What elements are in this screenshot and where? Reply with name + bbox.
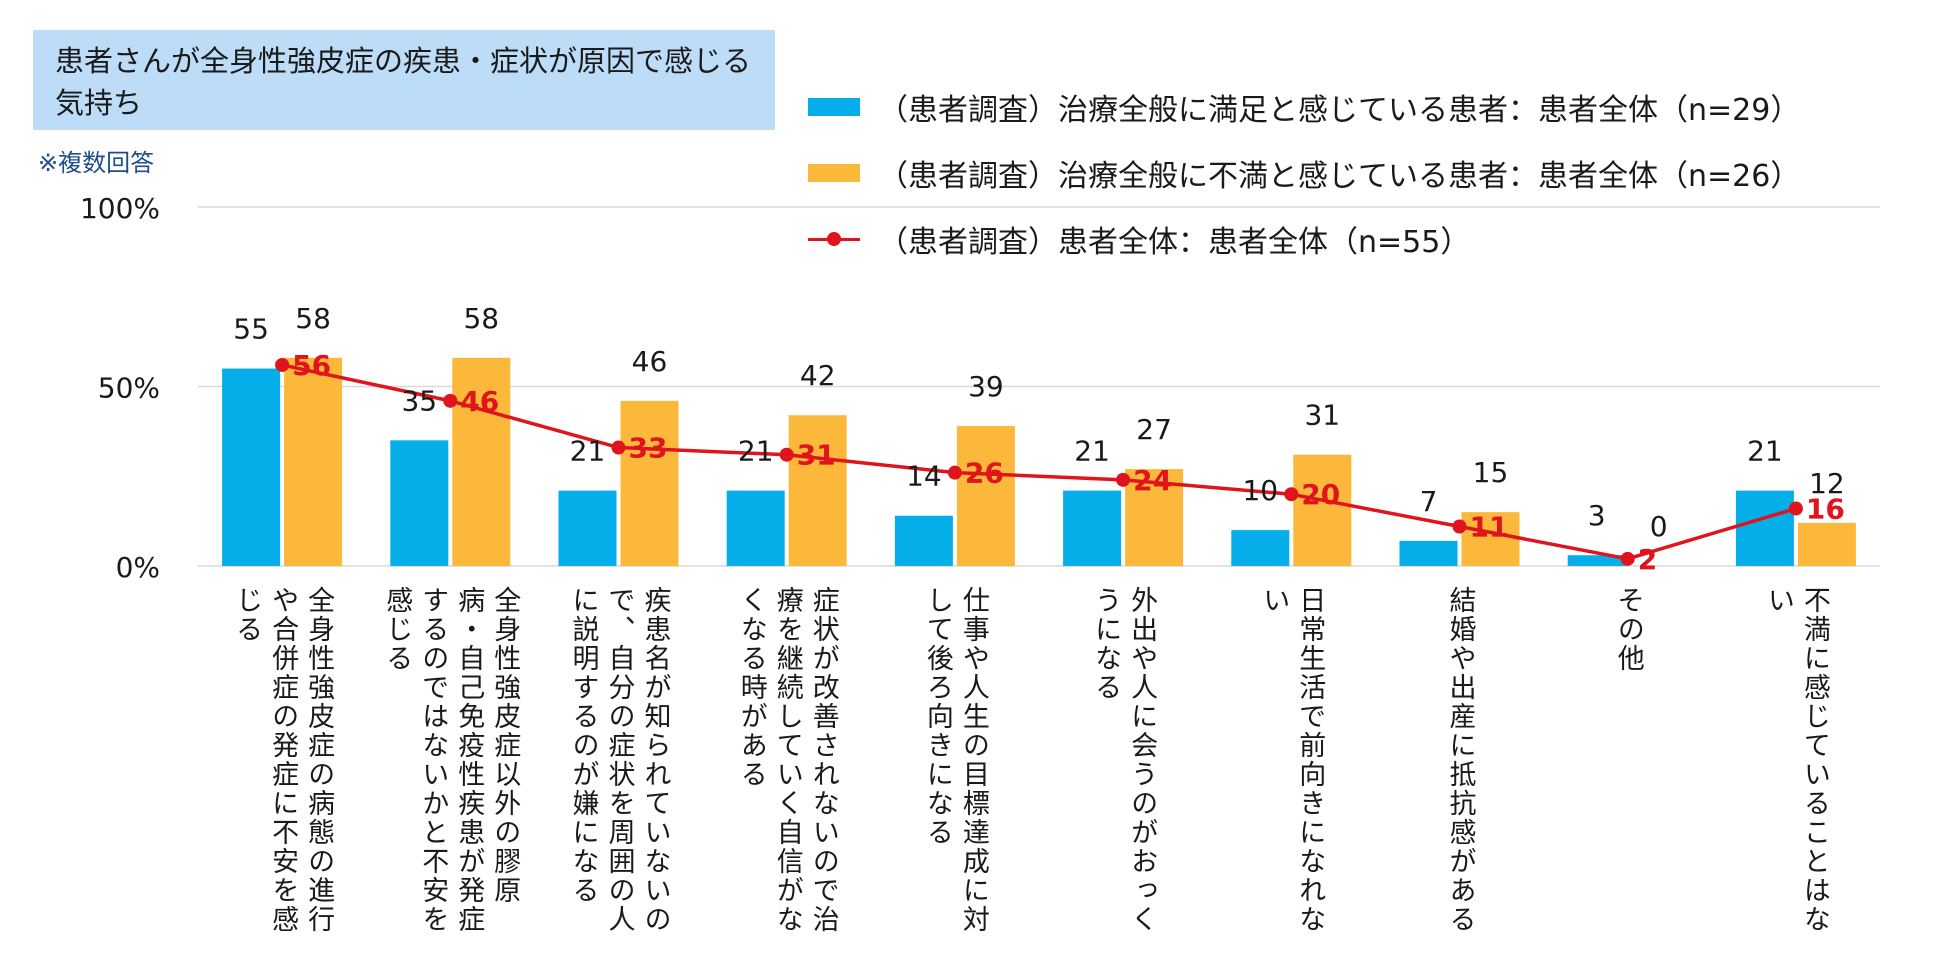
point-all-patients-5 bbox=[947, 465, 962, 480]
legend-swatch-dissatisfied bbox=[808, 164, 860, 182]
x-tick-label-5: 仕事や人生の目標達成に対して後ろ向きになる bbox=[921, 586, 989, 934]
x-tick-label-7: 日常生活で前向きになれない bbox=[1258, 586, 1326, 934]
data-label-dissatisfied-10: 12 bbox=[1809, 467, 1845, 500]
x-tick-label-4: 症状が改善されないので治療を継続していく自信がなくなる時がある bbox=[735, 586, 839, 934]
y-tick-label-50: 50% bbox=[98, 372, 160, 405]
data-label-all-patients-9: 2 bbox=[1638, 543, 1657, 576]
data-label-all-patients-2: 46 bbox=[460, 385, 499, 418]
data-label-satisfied-9: 3 bbox=[1588, 499, 1606, 532]
legend-swatch-satisfied bbox=[808, 98, 860, 116]
bar-dissatisfied-7 bbox=[1293, 454, 1352, 566]
point-all-patients-1 bbox=[275, 357, 290, 372]
x-tick-label-6: 外出や人に会うのがおっくうになる bbox=[1090, 586, 1158, 934]
multiple-answer-note: ※複数回答 bbox=[38, 149, 155, 177]
point-all-patients-7 bbox=[1284, 487, 1299, 502]
data-label-satisfied-10: 21 bbox=[1747, 435, 1783, 468]
point-all-patients-3 bbox=[611, 440, 626, 455]
data-label-dissatisfied-9: 0 bbox=[1650, 510, 1668, 543]
data-label-all-patients-3: 33 bbox=[629, 432, 668, 465]
legend-line-marker-icon bbox=[808, 230, 860, 248]
bar-dissatisfied-2 bbox=[452, 357, 511, 566]
legend-item-dissatisfied: （患者調査）治療全般に不満と感じている患者：患者全体（n=26） bbox=[808, 153, 1801, 194]
data-label-all-patients-4: 31 bbox=[797, 439, 836, 472]
x-tick-label-9: その他 bbox=[1612, 586, 1644, 673]
point-all-patients-10 bbox=[1788, 501, 1803, 516]
legend-label-dissatisfied: （患者調査）治療全般に不満と感じている患者：患者全体（n=26） bbox=[878, 159, 1801, 194]
data-label-satisfied-7: 10 bbox=[1242, 474, 1278, 507]
bar-satisfied-7 bbox=[1231, 530, 1290, 566]
data-label-all-patients-5: 26 bbox=[965, 457, 1004, 490]
bar-dissatisfied-3 bbox=[620, 400, 679, 566]
point-all-patients-2 bbox=[443, 393, 458, 408]
data-label-satisfied-6: 21 bbox=[1074, 435, 1110, 468]
bar-satisfied-4 bbox=[726, 490, 785, 566]
data-label-dissatisfied-2: 58 bbox=[463, 302, 499, 335]
bar-satisfied-6 bbox=[1063, 490, 1122, 566]
point-all-patients-6 bbox=[1116, 472, 1131, 487]
data-label-dissatisfied-5: 39 bbox=[968, 370, 1004, 403]
bar-satisfied-8 bbox=[1399, 540, 1458, 566]
data-label-dissatisfied-3: 46 bbox=[632, 345, 668, 378]
line-all-patients bbox=[281, 363, 1797, 561]
x-tick-label-1: 全身性強皮症の病態の進行や合併症の発症に不安を感じる bbox=[231, 586, 335, 934]
legend-label-satisfied: （患者調査）治療全般に満足と感じている患者：患者全体（n=29） bbox=[878, 93, 1801, 128]
x-tick-label-10: 不満に感じていることはない bbox=[1762, 586, 1830, 934]
data-label-all-patients-8: 11 bbox=[1470, 511, 1509, 544]
data-label-dissatisfied-4: 42 bbox=[800, 359, 836, 392]
data-label-satisfied-8: 7 bbox=[1420, 485, 1438, 518]
x-tick-label-2: 全身性強皮症以外の膠原病・自己免疫性疾患が発症するのではないかと不安を感じる bbox=[381, 586, 521, 934]
data-label-all-patients-1: 56 bbox=[292, 349, 331, 382]
data-label-all-patients-10: 16 bbox=[1806, 493, 1845, 526]
bar-satisfied-10 bbox=[1735, 490, 1794, 566]
bar-dissatisfied-1 bbox=[284, 357, 343, 566]
legend-item-satisfied: （患者調査）治療全般に満足と感じている患者：患者全体（n=29） bbox=[808, 87, 1801, 128]
x-tick-label-8: 結婚や出産に抵抗感がある bbox=[1444, 586, 1476, 934]
bar-satisfied-5 bbox=[894, 515, 953, 566]
data-label-dissatisfied-7: 31 bbox=[1304, 399, 1340, 432]
chart-title: 患者さんが全身性強皮症の疾患・症状が原因で感じる気持ち bbox=[55, 44, 752, 120]
data-label-all-patients-7: 20 bbox=[1301, 478, 1340, 511]
point-all-patients-8 bbox=[1452, 519, 1467, 534]
data-label-satisfied-5: 14 bbox=[906, 460, 942, 493]
legend-item-all-patients: （患者調査）患者全体：患者全体（n=55） bbox=[808, 219, 1471, 260]
bar-dissatisfied-10 bbox=[1797, 522, 1856, 566]
data-label-satisfied-2: 35 bbox=[401, 384, 437, 417]
bar-dissatisfied-4 bbox=[788, 415, 847, 566]
y-tick-label-0: 0% bbox=[116, 551, 160, 584]
legend-label-all-patients: （患者調査）患者全体：患者全体（n=55） bbox=[878, 225, 1471, 260]
bar-satisfied-2 bbox=[390, 440, 449, 566]
bar-satisfied-9 bbox=[1567, 555, 1626, 566]
bar-dissatisfied-5 bbox=[956, 425, 1015, 566]
data-label-satisfied-4: 21 bbox=[738, 435, 774, 468]
bar-satisfied-1 bbox=[222, 368, 281, 566]
x-tick-label-3: 疾患名が知られていないので、自分の症状を周囲の人に説明するのが嫌になる bbox=[567, 586, 671, 934]
bar-satisfied-3 bbox=[558, 490, 617, 566]
data-label-dissatisfied-1: 58 bbox=[295, 302, 331, 335]
bar-dissatisfied-8 bbox=[1461, 512, 1520, 566]
data-label-dissatisfied-6: 27 bbox=[1136, 413, 1172, 446]
chart-title-box: 患者さんが全身性強皮症の疾患・症状が原因で感じる気持ち bbox=[33, 30, 775, 130]
data-label-dissatisfied-8: 15 bbox=[1473, 456, 1509, 489]
data-label-satisfied-3: 21 bbox=[570, 435, 606, 468]
point-all-patients-9 bbox=[1620, 551, 1635, 566]
y-tick-label-100: 100% bbox=[80, 192, 160, 225]
point-all-patients-4 bbox=[779, 447, 794, 462]
data-label-satisfied-1: 55 bbox=[233, 313, 269, 346]
data-label-all-patients-6: 24 bbox=[1133, 464, 1172, 497]
